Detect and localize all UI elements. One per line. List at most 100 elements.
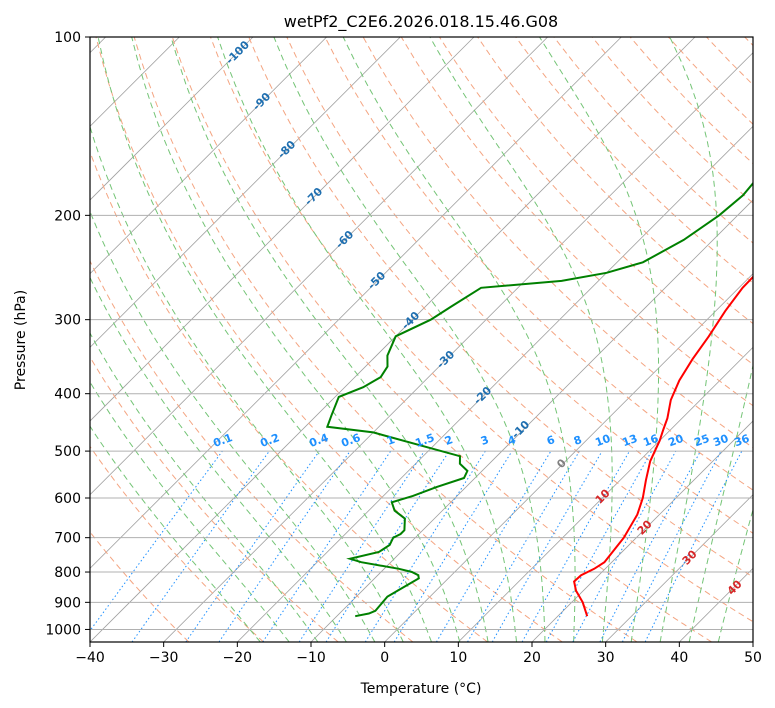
x-axis: −40 −30 −20 −10 0 10 20 30 40 50 — [75, 642, 762, 666]
temperature-line — [573, 275, 753, 617]
isotherm-line — [90, 37, 622, 569]
mixing-ratio-line — [298, 450, 425, 642]
isotherm-line — [90, 37, 254, 201]
isotherm-label: 40 — [725, 577, 745, 597]
x-tick-label: 10 — [449, 650, 467, 666]
mixing-ratio-line — [218, 450, 351, 642]
dry-adiabat-line — [90, 356, 339, 642]
x-tick-label: −30 — [149, 650, 179, 666]
dry-adiabat-line — [324, 37, 753, 491]
isotherm-line — [90, 37, 696, 642]
isotherm-line — [605, 494, 753, 642]
y-tick-label: 700 — [54, 531, 81, 547]
mixing-ratio-label: 13 — [620, 432, 639, 449]
dry-adiabat-line — [744, 37, 753, 47]
mixing-ratio-label: 20 — [666, 432, 685, 450]
isotherm-line — [752, 641, 753, 642]
isotherm-line — [163, 52, 753, 642]
moist-adiabat-line — [90, 381, 290, 642]
mixing-ratio-line — [435, 450, 552, 642]
isotherm-line — [531, 420, 753, 642]
dry-adiabat-line — [210, 37, 753, 623]
moist-adiabat-line — [429, 37, 613, 642]
y-tick-label: 300 — [54, 313, 81, 329]
dry-adiabat-line — [286, 37, 753, 534]
dry-adiabat-line — [90, 445, 264, 642]
y-tick-label: 400 — [54, 387, 81, 403]
moist-adiabat-line — [131, 37, 461, 642]
dry-adiabat-line — [477, 37, 753, 325]
mixing-ratio-label: 2 — [443, 433, 455, 448]
y-tick-label: 200 — [54, 208, 81, 224]
dry-adiabat-line — [668, 37, 753, 125]
moist-adiabat-line — [97, 37, 432, 642]
mixing-ratio-label: 36 — [732, 432, 751, 450]
mixing-ratio-label: 10 — [593, 432, 612, 450]
pressure-gridlines — [90, 37, 753, 630]
x-tick-label: 50 — [744, 650, 762, 666]
y-tick-label: 600 — [54, 491, 81, 507]
y-tick-label: 1000 — [45, 622, 81, 638]
dry-adiabat-line — [171, 37, 712, 642]
mixing-ratio-line — [262, 450, 392, 642]
background-lines — [90, 37, 753, 642]
mixing-ratio-label: 0.1 — [211, 431, 234, 450]
dry-adiabat-line — [591, 37, 753, 204]
moist-adiabat-label: -40 — [399, 309, 422, 332]
x-tick-label: −40 — [75, 650, 105, 666]
moist-adiabat-line — [217, 37, 517, 642]
mixing-ratio-line — [185, 450, 320, 642]
x-tick-label: −10 — [296, 650, 326, 666]
y-axis: 100 200 300 400 500 600 700 800 900 1000 — [45, 30, 90, 638]
isotherm-line — [90, 37, 475, 422]
x-tick-label: 30 — [597, 650, 615, 666]
y-tick-label: 100 — [54, 30, 81, 46]
mixing-ratio-label: 0.2 — [258, 431, 281, 450]
x-tick-label: 0 — [380, 650, 389, 666]
moist-adiabat-line — [90, 276, 347, 642]
mixing-ratio-label: 0.6 — [339, 431, 362, 450]
dry-adiabat-line — [515, 37, 753, 284]
moist-adiabat-line — [90, 210, 376, 642]
x-tick-label: 40 — [670, 650, 688, 666]
moist-adiabat-label: -70 — [302, 185, 325, 208]
mixing-ratio-label: 8 — [572, 433, 584, 448]
dry-adiabat-line — [706, 37, 753, 86]
mixing-ratio-line — [545, 450, 653, 642]
mixing-ratio-label: 1 — [385, 433, 397, 448]
isotherm-line — [90, 37, 401, 348]
isotherm-line — [237, 125, 753, 642]
mixing-ratio-line — [521, 450, 630, 642]
moist-adiabat-line — [170, 37, 489, 642]
plot-frame — [89, 36, 754, 643]
dry-adiabat-line — [90, 259, 414, 642]
mixing-ratio-label: 0.4 — [307, 431, 330, 450]
mixing-ratio-label: 16 — [641, 432, 660, 450]
mixing-ratio-line — [644, 450, 743, 642]
moist-adiabat-label: -50 — [365, 269, 388, 292]
mixing-ratio-line — [90, 450, 223, 632]
isotherm-line — [458, 346, 753, 642]
dry-adiabat-line — [133, 37, 638, 642]
mixing-ratio-label: 1.5 — [413, 431, 436, 450]
profile-series — [325, 181, 753, 618]
isotherm-line — [384, 273, 753, 642]
moist-adiabat-line — [273, 37, 546, 642]
moist-adiabat-line — [342, 37, 576, 642]
mixing-ratio-line — [131, 450, 270, 642]
isotherm-label: 20 — [635, 517, 655, 537]
x-axis-title: Temperature (°C) — [360, 681, 482, 697]
y-tick-label: 800 — [54, 565, 81, 581]
y-tick-label: 900 — [54, 595, 81, 611]
isotherm-line — [90, 37, 327, 275]
x-tick-label: −20 — [223, 650, 253, 666]
mixing-ratio-label: 4 — [506, 433, 518, 448]
mixing-ratio-label: 6 — [545, 433, 557, 448]
mixing-ratio-label: 25 — [692, 432, 711, 449]
dewpoint-line — [325, 181, 753, 618]
moist-adiabat-line — [717, 507, 753, 642]
y-tick-label: 500 — [54, 444, 81, 460]
x-tick-label: 20 — [523, 650, 541, 666]
dry-adiabat-line — [248, 37, 753, 578]
